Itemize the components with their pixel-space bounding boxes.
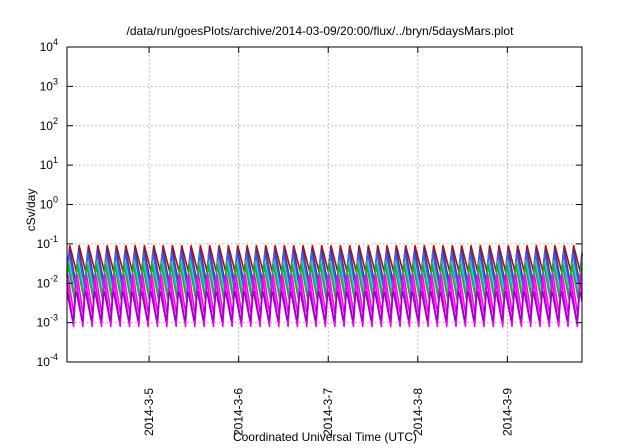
y-tick-label: 102 [40,116,58,133]
x-tick-label: 2014-3-9 [500,388,514,436]
series-line [66,273,583,314]
y-tick-label: 10-1 [37,234,58,251]
y-tick-label: 103 [40,76,58,93]
series-line [66,290,583,321]
y-tick-label: 10-2 [37,273,58,290]
x-axis-label: Coordinated Universal Time (UTC) [233,430,417,444]
y-tick-label: 10-4 [37,352,58,369]
x-tick-label: 2014-3-8 [411,388,425,436]
x-tick-label: 2014-3-6 [232,388,246,436]
x-tick-label: 2014-3-5 [142,388,156,436]
series-layer [66,244,583,328]
ticks [67,46,582,363]
x-tick-label: 2014-3-7 [321,388,335,436]
y-tick-label: 100 [40,195,58,212]
tick-labels: 10-4 10-3 10-2 10-1 100 101 102 103 104 2014-3-5 2… [37,37,515,436]
y-axis-label: cSv/day [24,189,38,232]
y-tick-label: 101 [40,155,58,172]
chart-title: /data/run/goesPlots/archive/2014-03-09/2… [127,24,515,38]
y-tick-label: 104 [40,37,58,54]
y-tick-label: 10-3 [37,313,58,330]
